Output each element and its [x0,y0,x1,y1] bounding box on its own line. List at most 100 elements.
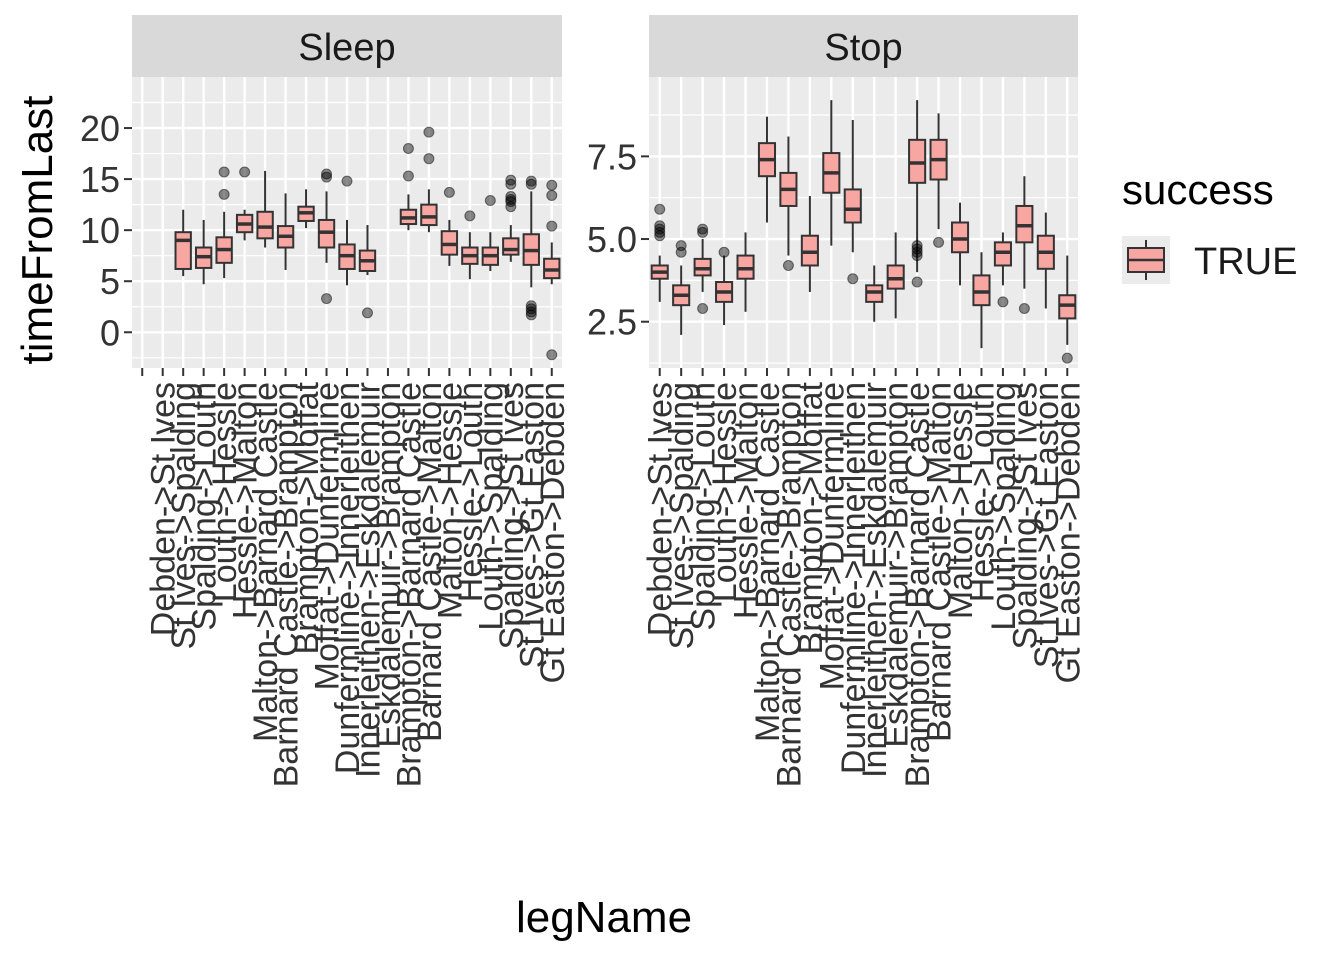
box-1-5 [757,116,777,223]
x-tick-label: Innerleithen->Eskdalemuir [349,382,387,778]
x-tick-label: Gt Easton->Debden [534,382,572,683]
x-tick-label: Debden->St Ives [642,382,680,636]
x-tick-label: Gt Easton->Debden [1049,382,1087,683]
outlier-point [675,240,687,252]
outlier-point [697,223,709,235]
x-tick-label: Brampton->Barnard Castle [899,382,937,787]
x-tick-label: Barnard Castle->Malton [411,382,449,742]
box-body [174,231,192,270]
box-body [420,203,438,227]
outlier-point [654,223,666,235]
x-tick-label: Malton->Barnard Castle [749,382,787,742]
outlier-point [782,259,794,271]
outlier-point [218,188,230,200]
x-tick-label: Louth->Spalding [985,382,1023,631]
facet-strip [649,15,1078,77]
y-tick-label: 0 [100,312,120,353]
box-0-17 [481,195,500,271]
box-0-5 [235,166,254,241]
outlier-point [505,194,517,206]
box-1-0 [650,203,669,302]
x-tick-label: Spalding->St Ives [1006,382,1044,649]
box-0-6 [256,170,274,248]
box-0-13 [399,142,418,231]
x-tick-label: Barnard Castle->Brampton [268,382,306,787]
box-0-15 [440,186,459,266]
outlier-point [423,153,435,165]
x-tick-label: Barnard Castle->Malton [921,382,959,742]
outlier-point [321,293,333,305]
x-tick-label: St Ives->Spalding [165,382,203,649]
box-0-7 [276,193,295,270]
box-1-15 [972,252,991,349]
x-tick-label: St Ives->Spalding [663,382,701,649]
box-0-14 [420,126,438,233]
x-tick-label: Spalding->Louth [186,382,224,631]
legend-item-label: TRUE [1194,241,1297,283]
outlier-point [1061,352,1073,364]
x-tick-label: St Ives->Gt Easton [1028,382,1066,668]
outlier-point [341,175,353,187]
outlier-point [911,276,923,288]
x-tick-label: Hessle->Malton [728,382,766,619]
box-0-4 [215,166,233,279]
x-tick-label: Brampton->Moffat [288,381,326,654]
outlier-point [464,210,476,222]
box-1-8 [822,100,841,246]
outlier-point [997,296,1009,308]
outlier-point [423,126,435,138]
outlier-point [525,309,537,321]
box-1-9 [843,119,862,285]
outlier-point [911,240,923,252]
outlier-point [933,236,945,248]
x-tick-label: Hessle->Louth [452,382,490,602]
box-0-20 [543,179,561,361]
outlier-point [484,195,496,207]
box-1-19 [1058,255,1077,364]
box-0-8 [297,189,315,229]
outlier-point [402,170,414,182]
y-tick-label: 5.0 [587,219,637,260]
y-tick-label: 15 [80,159,120,200]
outlier-point [847,273,859,285]
y-tick-label: 7.5 [587,136,637,177]
outlier-point [321,168,333,180]
x-tick-label: Louth->Hessle [206,382,244,602]
box-body [256,210,274,240]
x-tick-label: Malton->Hessle [942,382,980,619]
facet-label: Stop [824,27,902,69]
x-tick-label: Brampton->Barnard Castle [390,382,428,787]
box-1-16 [993,232,1012,308]
box-0-2 [174,209,192,277]
x-axis-title: legName [516,893,692,942]
outlier-point [546,189,558,201]
outlier-point [1018,302,1030,314]
box-body [843,188,862,224]
outlier-point [239,166,251,178]
box-1-14 [950,202,970,286]
x-tick-label: Spalding->St Ives [493,382,531,649]
outlier-point [402,142,414,154]
y-axis-title: timeFromLast [13,96,62,365]
facet-strip [132,15,562,77]
outlier-point [546,220,558,232]
box-1-12 [908,100,927,288]
box-1-18 [1036,212,1055,309]
outlier-point [505,174,517,186]
box-0-9 [317,168,336,305]
box-1-2 [693,223,712,314]
x-tick-label: Louth->Hessle [706,382,744,602]
x-tick-label: Hessle->Louth [963,382,1001,602]
y-tick-label: 5 [100,261,120,302]
outlier-point [525,178,537,190]
outlier-point [218,166,230,178]
outlier-point [361,307,373,319]
outlier-point [697,226,709,238]
outlier-point [546,179,558,191]
outlier-point [505,190,517,202]
outlier-point [718,246,730,258]
box-1-10 [865,265,884,322]
box-0-19 [522,175,540,321]
y-tick-label: 10 [80,210,120,251]
box-1-6 [779,136,798,271]
